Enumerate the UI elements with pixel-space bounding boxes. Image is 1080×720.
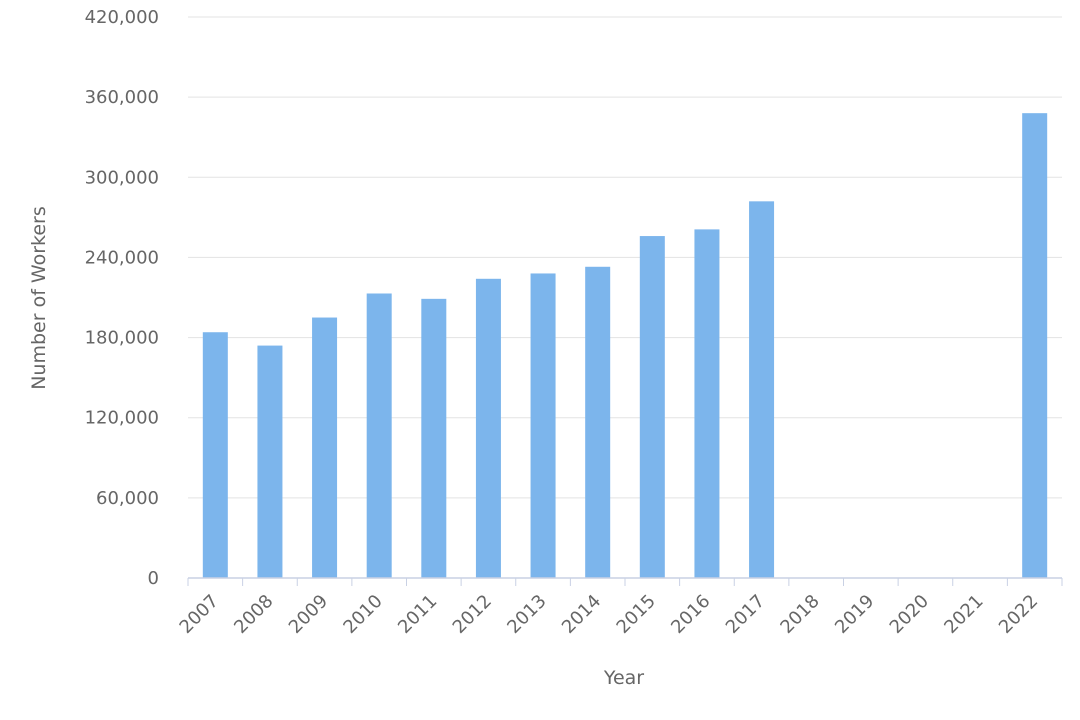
x-axis-tick-labels: 2007 2008 2009 2010 2011 2012 2013 2014 2015 2016… — [176, 591, 1043, 638]
bar-2009 — [312, 317, 338, 578]
y-tick-label: 360,000 — [85, 87, 159, 108]
y-axis-tick-labels: 0 60,000 120,000 180,000 240,000 300,000 360,0… — [85, 7, 159, 589]
x-tick-label: 2014 — [558, 591, 605, 638]
bar-2011 — [421, 298, 447, 578]
x-tick-label: 2012 — [449, 591, 496, 638]
y-tick-label: 60,000 — [96, 488, 159, 509]
bar-2012 — [475, 278, 501, 578]
bar-2017 — [749, 201, 775, 579]
bar-2008 — [257, 345, 283, 578]
x-tick-label: 2020 — [886, 591, 933, 638]
bar-2014 — [585, 266, 611, 578]
bar-2016 — [694, 229, 720, 578]
x-tick-label: 2011 — [394, 591, 441, 638]
bar-2015 — [639, 236, 665, 579]
bar-2013 — [530, 273, 556, 578]
bar-2022 — [1022, 113, 1048, 579]
x-tick-label: 2010 — [339, 591, 386, 638]
y-tick-label: 240,000 — [85, 247, 159, 268]
x-tick-label: 2019 — [831, 591, 878, 638]
y-tick-label: 180,000 — [85, 328, 159, 349]
y-tick-label: 300,000 — [85, 167, 159, 188]
x-axis-title: Year — [603, 667, 644, 689]
y-tick-label: 120,000 — [85, 408, 159, 429]
x-tick-label: 2009 — [285, 591, 332, 638]
x-tick-label: 2018 — [776, 591, 823, 638]
x-tick-label: 2015 — [613, 591, 660, 638]
x-tick-label: 2008 — [230, 591, 277, 638]
y-tick-label: 420,000 — [85, 7, 159, 28]
bar-2010 — [366, 293, 392, 578]
bars — [202, 113, 1048, 579]
x-tick-label: 2022 — [995, 591, 1042, 638]
x-tick-label: 2021 — [940, 591, 987, 638]
x-tick-label: 2016 — [667, 591, 714, 638]
x-tick-label: 2007 — [176, 591, 223, 638]
x-tick-label: 2017 — [722, 591, 769, 638]
bar-2007 — [202, 332, 228, 578]
x-tick-label: 2013 — [503, 591, 550, 638]
y-tick-label: 0 — [148, 568, 159, 589]
y-axis-title: Number of Workers — [28, 206, 50, 390]
x-axis-ticks — [187, 578, 1063, 586]
